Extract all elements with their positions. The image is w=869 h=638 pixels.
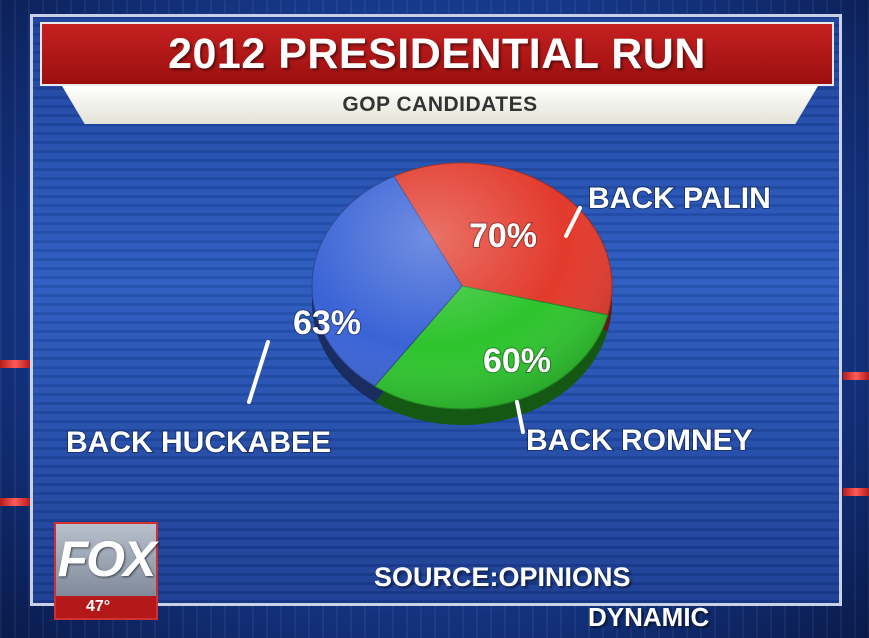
subtitle-bar: GOP CANDIDATES bbox=[62, 86, 818, 124]
pie-category-label: BACK HUCKABEE bbox=[66, 426, 331, 459]
source-text: SOURCE:OPINIONS bbox=[374, 562, 631, 592]
pie-category-label: BACK PALIN bbox=[588, 182, 771, 215]
fox-logo: FOX bbox=[57, 531, 157, 587]
leader-line-huckabee bbox=[247, 340, 270, 404]
decorative-stripe bbox=[0, 498, 30, 506]
pie-value-label: 60% bbox=[483, 342, 551, 380]
pie-category-label: BACK ROMNEY bbox=[526, 424, 753, 457]
chart-title: 2012 PRESIDENTIAL RUN bbox=[168, 29, 706, 78]
temperature-readout: 47° bbox=[56, 596, 156, 618]
decorative-stripe bbox=[843, 488, 869, 496]
decorative-stripe bbox=[0, 360, 30, 368]
pie-value-label: 63% bbox=[293, 304, 361, 342]
network-logo-box: FOX 47° bbox=[54, 522, 158, 620]
chart-subtitle: GOP CANDIDATES bbox=[342, 93, 538, 116]
leader-line-palin bbox=[564, 206, 582, 238]
title-bar: 2012 PRESIDENTIAL RUN bbox=[40, 22, 834, 86]
pie-value-label: 70% bbox=[469, 217, 537, 255]
decorative-stripe bbox=[843, 372, 869, 380]
leader-line-romney bbox=[515, 400, 525, 434]
source-text-continued: DYNAMIC bbox=[588, 602, 710, 632]
